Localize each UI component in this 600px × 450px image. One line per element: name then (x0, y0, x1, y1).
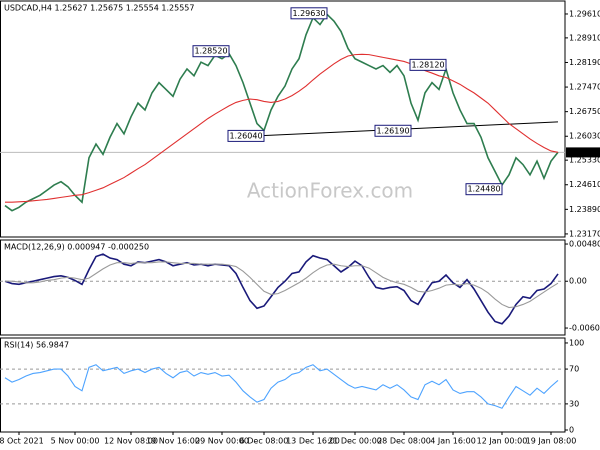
x-tick-label: 21 Dec 00:00 (328, 437, 382, 446)
x-tick-label: 12 Jan 00:00 (477, 437, 528, 446)
series-line (4, 13, 559, 212)
annotation-label: 1.28120 (411, 60, 444, 69)
y-tick-label: 30 (569, 399, 579, 408)
panel-frame (0, 0, 566, 238)
y-tick-label: 1.28910 (569, 33, 600, 42)
y-tick-label: 0 (569, 425, 574, 434)
x-tick-label: 28 Dec 08:00 (377, 437, 431, 446)
annotation-label: 1.24480 (467, 185, 500, 194)
series-line (5, 261, 559, 309)
annotation-box (290, 7, 328, 20)
annotation-label: 1.29630 (292, 9, 325, 18)
x-tick-label: 19 Nov 16:00 (146, 437, 200, 446)
last-price-label: 1.25557 (568, 148, 600, 157)
y-tick-label: 1.24610 (569, 180, 600, 189)
watermark: ActionForex.com (247, 179, 413, 203)
series-line (4, 364, 559, 409)
y-tick-label: 1.23890 (569, 205, 600, 214)
y-tick-label: 70 (569, 365, 579, 374)
y-tick-label: 1.29610 (569, 9, 600, 18)
x-tick-label: 28 Oct 2021 (0, 437, 44, 446)
y-tick-label: 1.26750 (569, 107, 600, 116)
annotation-label: 1.28520 (194, 47, 227, 56)
y-tick-label: 0.004809 (569, 240, 600, 249)
series-line (5, 53, 559, 203)
panel-frame (0, 337, 566, 433)
x-tick-label: 6 Dec 08:00 (240, 437, 289, 446)
annotation-label: 1.26040 (229, 131, 262, 140)
y-tick-label: -0.00605 (569, 324, 600, 333)
y-tick-label: 1.25330 (569, 156, 600, 165)
x-tick-label: 12 Nov 08:00 (104, 437, 158, 446)
panel-frame (0, 239, 566, 336)
annotation-box (227, 129, 265, 142)
y-tick-label: 1.23170 (569, 229, 600, 238)
panel-title: MACD(12,26,9) 0.000947 -0.000250 (4, 243, 149, 252)
y-tick-label: 0.00 (569, 277, 587, 286)
series-line (4, 253, 559, 325)
x-tick-label: 29 Nov 00:00 (195, 437, 249, 446)
panel-title: USDCAD,H4 1.25627 1.25675 1.25554 1.2555… (4, 4, 194, 13)
annotation-box (409, 58, 447, 71)
y-tick-label: 1.28190 (569, 58, 600, 67)
annotation-box (465, 183, 503, 196)
x-tick-label: 19 Jan 08:00 (526, 437, 577, 446)
annotation-box (374, 124, 412, 137)
annotation-box (192, 45, 230, 58)
annotation-label: 1.26190 (376, 126, 409, 135)
x-tick-label: 5 Nov 00:00 (51, 437, 100, 446)
last-price-box (566, 147, 600, 158)
y-tick-label: 1.26030 (569, 132, 600, 141)
y-tick-label: 1.27470 (569, 83, 600, 92)
y-tick-label: 100 (569, 338, 584, 347)
x-tick-label: 4 Jan 16:00 (430, 437, 476, 446)
panel-title: RSI(14) 56.9847 (4, 341, 69, 350)
x-tick-label: 13 Dec 16:00 (286, 437, 340, 446)
